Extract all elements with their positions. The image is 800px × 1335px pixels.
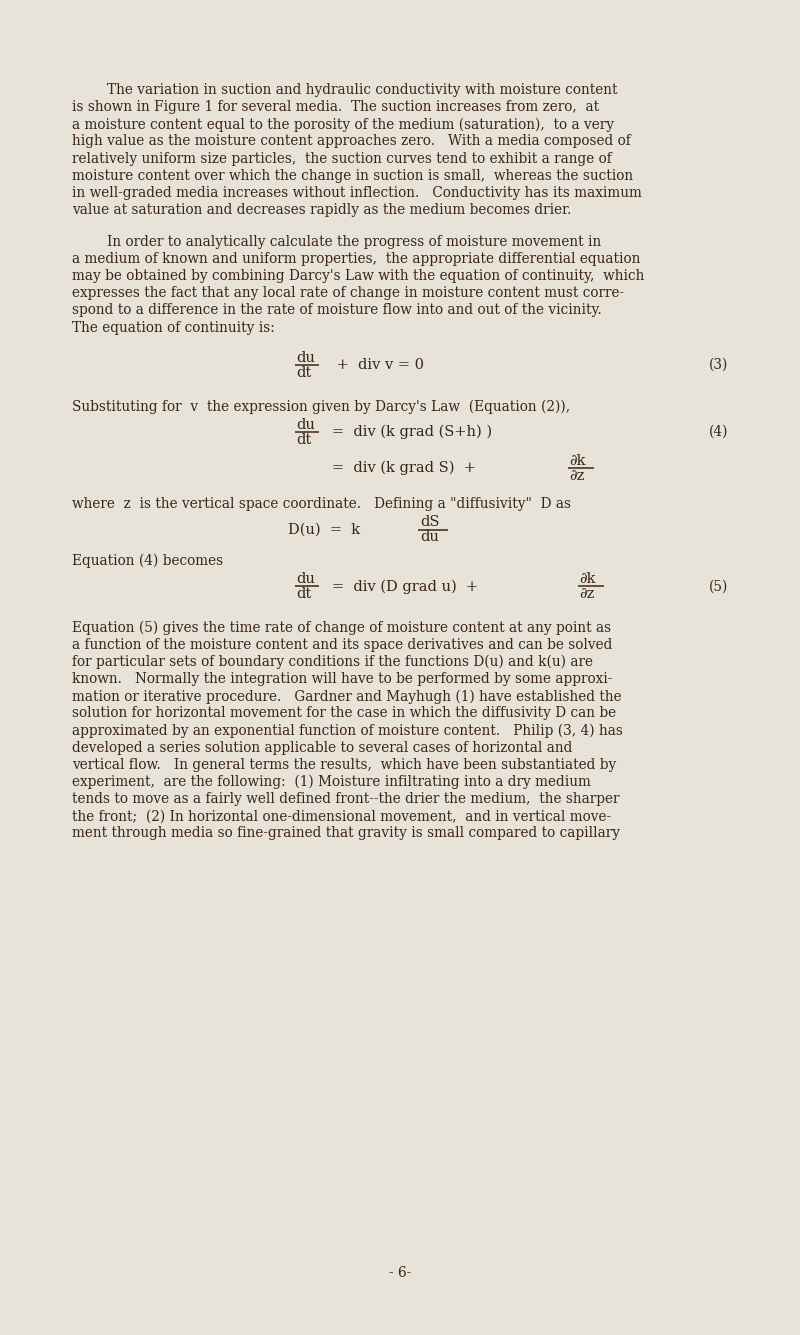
Text: Substituting for  v  the expression given by Darcy's Law  (Equation (2)),: Substituting for v the expression given … xyxy=(72,399,570,414)
Text: ∂z: ∂z xyxy=(579,587,595,601)
Text: where  z  is the vertical space coordinate.   Defining a "diffusivity"  D as: where z is the vertical space coordinate… xyxy=(72,497,571,511)
Text: solution for horizontal movement for the case in which the diffusivity D can be: solution for horizontal movement for the… xyxy=(72,706,616,721)
Text: developed a series solution applicable to several cases of horizontal and: developed a series solution applicable t… xyxy=(72,741,572,754)
Text: Equation (4) becomes: Equation (4) becomes xyxy=(72,554,223,569)
Text: a moisture content equal to the porosity of the medium (saturation),  to a very: a moisture content equal to the porosity… xyxy=(72,117,614,132)
Text: (3): (3) xyxy=(709,358,728,372)
Text: may be obtained by combining Darcy's Law with the equation of continuity,  which: may be obtained by combining Darcy's Law… xyxy=(72,270,644,283)
Text: high value as the moisture content approaches zero.   With a media composed of: high value as the moisture content appro… xyxy=(72,135,630,148)
Text: D(u)  =  k: D(u) = k xyxy=(288,523,360,537)
Text: Equation (5) gives the time rate of change of moisture content at any point as: Equation (5) gives the time rate of chan… xyxy=(72,621,611,635)
Text: vertical flow.   In general terms the results,  which have been substantiated by: vertical flow. In general terms the resu… xyxy=(72,758,616,772)
Text: ∂k: ∂k xyxy=(570,454,586,467)
Text: du: du xyxy=(296,418,315,431)
Text: dt: dt xyxy=(296,366,311,379)
Text: ∂z: ∂z xyxy=(570,469,585,482)
Text: for particular sets of boundary conditions if the functions D(u) and k(u) are: for particular sets of boundary conditio… xyxy=(72,655,593,669)
Text: a function of the moisture content and its space derivatives and can be solved: a function of the moisture content and i… xyxy=(72,638,612,651)
Text: =  div (k grad (S+h) ): = div (k grad (S+h) ) xyxy=(331,425,492,439)
Text: +  div v = 0: + div v = 0 xyxy=(331,358,423,372)
Text: experiment,  are the following:  (1) Moisture infiltrating into a dry medium: experiment, are the following: (1) Moist… xyxy=(72,776,591,789)
Text: relatively uniform size particles,  the suction curves tend to exhibit a range o: relatively uniform size particles, the s… xyxy=(72,152,612,166)
Text: In order to analytically calculate the progress of moisture movement in: In order to analytically calculate the p… xyxy=(72,235,602,248)
Text: The variation in suction and hydraulic conductivity with moisture content: The variation in suction and hydraulic c… xyxy=(72,83,618,97)
Text: approximated by an exponential function of moisture content.   Philip (3, 4) has: approximated by an exponential function … xyxy=(72,724,623,738)
Text: (4): (4) xyxy=(709,425,728,439)
Text: ment through media so fine-grained that gravity is small compared to capillary: ment through media so fine-grained that … xyxy=(72,826,620,841)
Text: expresses the fact that any local rate of change in moisture content must corre-: expresses the fact that any local rate o… xyxy=(72,286,624,300)
Text: value at saturation and decreases rapidly as the medium becomes drier.: value at saturation and decreases rapidl… xyxy=(72,203,571,218)
Text: dS: dS xyxy=(420,515,439,529)
Text: in well-graded media increases without inflection.   Conductivity has its maximu: in well-graded media increases without i… xyxy=(72,186,642,200)
Text: tends to move as a fairly well defined front--the drier the medium,  the sharper: tends to move as a fairly well defined f… xyxy=(72,792,619,806)
Text: ∂k: ∂k xyxy=(579,571,596,586)
Text: du: du xyxy=(420,530,439,545)
Text: known.   Normally the integration will have to be performed by some approxi-: known. Normally the integration will hav… xyxy=(72,672,612,686)
Text: - 6-: - 6- xyxy=(389,1266,411,1280)
Text: (5): (5) xyxy=(709,579,728,593)
Text: a medium of known and uniform properties,  the appropriate differential equation: a medium of known and uniform properties… xyxy=(72,252,640,266)
Text: =  div (D grad u)  +: = div (D grad u) + xyxy=(331,579,478,594)
Text: moisture content over which the change in suction is small,  whereas the suction: moisture content over which the change i… xyxy=(72,168,633,183)
Text: the front;  (2) In horizontal one-dimensional movement,  and in vertical move-: the front; (2) In horizontal one-dimensi… xyxy=(72,809,611,824)
Text: =  div (k grad S)  +: = div (k grad S) + xyxy=(331,461,475,475)
Text: du: du xyxy=(296,571,315,586)
Text: spond to a difference in the rate of moisture flow into and out of the vicinity.: spond to a difference in the rate of moi… xyxy=(72,303,602,318)
Text: The equation of continuity is:: The equation of continuity is: xyxy=(72,320,274,335)
Text: dt: dt xyxy=(296,587,311,601)
Text: du: du xyxy=(296,351,315,364)
Text: is shown in Figure 1 for several media.  The suction increases from zero,  at: is shown in Figure 1 for several media. … xyxy=(72,100,599,115)
Text: mation or iterative procedure.   Gardner and Mayhugh (1) have established the: mation or iterative procedure. Gardner a… xyxy=(72,689,622,704)
Text: dt: dt xyxy=(296,433,311,446)
